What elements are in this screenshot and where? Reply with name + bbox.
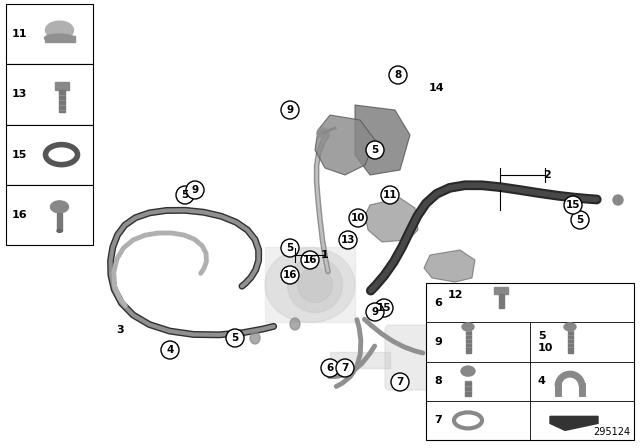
Text: 11: 11 — [383, 190, 397, 200]
Polygon shape — [365, 198, 418, 242]
Bar — [465, 331, 470, 353]
Text: 5: 5 — [538, 331, 546, 341]
Text: 5: 5 — [181, 190, 189, 200]
Text: 10: 10 — [351, 213, 365, 223]
Text: 5: 5 — [286, 243, 294, 253]
Ellipse shape — [290, 318, 300, 330]
Text: 11: 11 — [12, 29, 28, 39]
Bar — [494, 287, 508, 294]
Text: 5: 5 — [371, 145, 379, 155]
Text: 4: 4 — [538, 376, 546, 386]
Ellipse shape — [265, 247, 355, 323]
Polygon shape — [315, 115, 375, 175]
Ellipse shape — [317, 128, 329, 138]
Bar — [45, 36, 74, 42]
Bar — [510, 352, 570, 368]
Text: 1: 1 — [321, 250, 329, 260]
Ellipse shape — [564, 323, 576, 331]
Text: 9: 9 — [191, 185, 198, 195]
Ellipse shape — [57, 229, 62, 233]
Text: 13: 13 — [12, 89, 28, 99]
Ellipse shape — [45, 21, 74, 39]
Circle shape — [336, 359, 354, 377]
Text: 4: 4 — [166, 345, 173, 355]
Bar — [54, 82, 68, 90]
Text: 15: 15 — [377, 303, 391, 313]
Bar — [568, 331, 573, 353]
Ellipse shape — [613, 195, 623, 205]
Ellipse shape — [250, 332, 260, 344]
Text: 16: 16 — [303, 255, 317, 265]
Circle shape — [389, 66, 407, 84]
Polygon shape — [424, 250, 475, 282]
Circle shape — [186, 181, 204, 199]
Bar — [58, 90, 65, 112]
Circle shape — [301, 251, 319, 269]
Circle shape — [161, 341, 179, 359]
Text: 16: 16 — [12, 210, 28, 220]
Ellipse shape — [51, 150, 72, 159]
Bar — [6, 4, 93, 64]
Text: 15: 15 — [566, 200, 580, 210]
Circle shape — [381, 186, 399, 204]
Text: 14: 14 — [429, 83, 445, 93]
Text: 9: 9 — [371, 307, 379, 317]
Circle shape — [571, 211, 589, 229]
Text: 3: 3 — [116, 325, 124, 335]
Circle shape — [391, 373, 409, 391]
Bar — [426, 283, 634, 440]
Circle shape — [281, 266, 299, 284]
Text: 7: 7 — [396, 377, 404, 387]
Circle shape — [366, 141, 384, 159]
Bar — [465, 381, 471, 396]
Bar — [330, 352, 390, 368]
Ellipse shape — [287, 258, 342, 313]
Bar — [499, 294, 504, 308]
Bar — [6, 125, 93, 185]
Polygon shape — [355, 105, 410, 175]
Text: 2: 2 — [543, 170, 551, 180]
Ellipse shape — [51, 201, 68, 213]
FancyBboxPatch shape — [385, 325, 525, 390]
Text: 5: 5 — [232, 333, 239, 343]
Text: 8: 8 — [434, 376, 442, 386]
Circle shape — [349, 209, 367, 227]
Circle shape — [564, 196, 582, 214]
Bar — [6, 185, 93, 245]
Bar — [6, 64, 93, 125]
Circle shape — [281, 101, 299, 119]
Text: 13: 13 — [340, 235, 355, 245]
Text: 7: 7 — [434, 415, 442, 425]
Text: 8: 8 — [394, 70, 402, 80]
Circle shape — [226, 329, 244, 347]
Ellipse shape — [462, 323, 474, 331]
Ellipse shape — [298, 267, 333, 302]
Text: 9: 9 — [287, 105, 294, 115]
Circle shape — [321, 359, 339, 377]
Text: 9: 9 — [434, 337, 442, 347]
Text: 6: 6 — [326, 363, 333, 373]
Polygon shape — [550, 416, 598, 431]
Text: 7: 7 — [341, 363, 349, 373]
Circle shape — [375, 299, 393, 317]
Text: 6: 6 — [434, 297, 442, 308]
Ellipse shape — [461, 366, 475, 376]
Text: 295124: 295124 — [593, 427, 630, 437]
Bar — [265, 247, 355, 322]
Circle shape — [366, 303, 384, 321]
Ellipse shape — [45, 34, 74, 42]
Circle shape — [339, 231, 357, 249]
Circle shape — [176, 186, 194, 204]
Circle shape — [281, 239, 299, 257]
Text: 5: 5 — [577, 215, 584, 225]
Text: 15: 15 — [12, 150, 28, 159]
Text: 12: 12 — [447, 290, 463, 300]
Text: 10: 10 — [538, 343, 554, 353]
Bar — [57, 213, 62, 231]
Text: 16: 16 — [283, 270, 297, 280]
